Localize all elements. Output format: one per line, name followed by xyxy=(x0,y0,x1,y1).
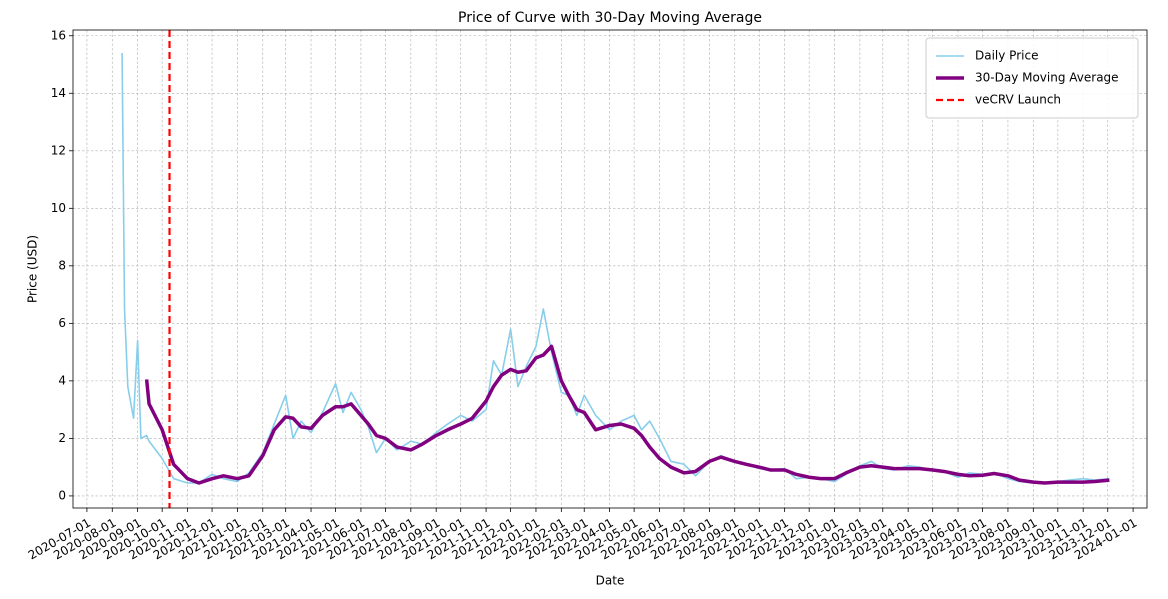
legend-label: Daily Price xyxy=(975,49,1038,63)
x-axis-label: Date xyxy=(596,574,625,588)
y-tick-label: 14 xyxy=(51,86,66,100)
plot-frame xyxy=(72,29,1148,509)
y-axis-label: Price (USD) xyxy=(26,235,40,303)
y-tick-label: 6 xyxy=(58,316,66,330)
legend-label: veCRV Launch xyxy=(975,93,1061,107)
y-tick-label: 12 xyxy=(51,143,66,157)
y-tick-label: 4 xyxy=(58,373,66,387)
series-line xyxy=(144,344,1110,485)
legend-label: 30-Day Moving Average xyxy=(975,71,1119,85)
chart-title: Price of Curve with 30-Day Moving Averag… xyxy=(458,10,762,26)
y-tick-label: 0 xyxy=(58,488,66,502)
legend: Daily Price 30-Day Moving Average veCRV La… xyxy=(925,37,1139,119)
y-tick-label: 16 xyxy=(51,28,66,42)
y-tick-label: 8 xyxy=(58,258,66,272)
y-tick-label: 10 xyxy=(51,201,66,215)
legend-box xyxy=(925,37,1139,119)
y-tick-label: 2 xyxy=(58,431,66,445)
